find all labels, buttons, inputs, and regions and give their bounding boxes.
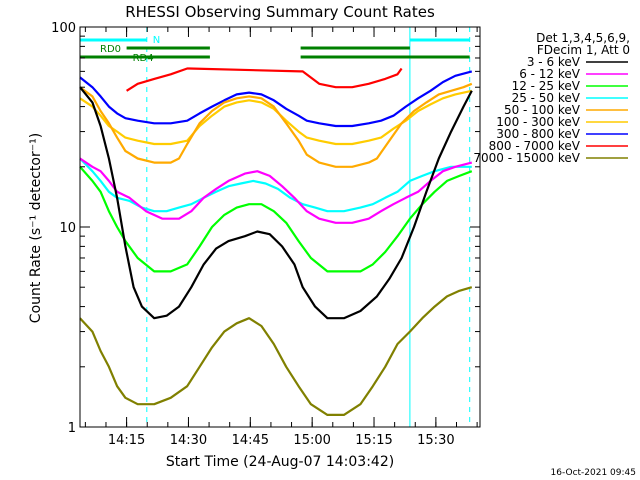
legend-header-line-1: Det 1,3,4,5,6,9, xyxy=(536,31,630,45)
series-line-25-50-kev xyxy=(79,157,472,213)
legend-header-line-2: FDecim 1, Att 0 xyxy=(537,43,630,57)
generation-timestamp: 16-Oct-2021 09:45 xyxy=(551,468,636,478)
y-axis: 1 10 100 xyxy=(51,21,480,436)
legend-label-6-12-kev: 6 - 12 keV xyxy=(519,67,581,81)
legend-label-12-25-kev: 12 - 25 keV xyxy=(512,79,581,93)
x-tick-label-14-45: 14:45 xyxy=(232,433,269,448)
rd4-marker-label: RD4 xyxy=(133,53,154,64)
plot-frame-rect xyxy=(79,26,481,428)
y-tick-label: 100 xyxy=(51,21,76,36)
legend-label-300-800-kev: 300 - 800 keV xyxy=(496,127,580,141)
legend-label-3-6-kev: 3 - 6 keV xyxy=(527,55,581,69)
series-line-100-300-kev xyxy=(79,89,473,146)
y-axis-label: Count Rate (s⁻¹ detector⁻¹) xyxy=(28,133,44,323)
plot-frame xyxy=(79,26,481,428)
series-line-50-100-kev xyxy=(79,82,473,168)
x-tick-label-14-30: 14:30 xyxy=(170,433,207,448)
series-line-7000-15000-kev xyxy=(79,286,473,416)
rd0-marker-label: RD0 xyxy=(100,44,121,55)
series-line-800-7000-kev xyxy=(126,67,403,92)
legend: Det 1,3,4,5,6,9, FDecim 1, Att 0 3 - 6 k… xyxy=(473,31,630,165)
legend-label-800-7000-kev: 800 - 7000 keV xyxy=(489,139,581,153)
y-tick-label: 10 xyxy=(59,221,76,236)
attenuator-marker-label: N xyxy=(153,35,160,46)
x-tick-label-15-30: 15:30 xyxy=(417,433,454,448)
y-tick-label: 1 xyxy=(68,421,76,436)
x-axis-label: Start Time (24-Aug-07 14:03:42) xyxy=(166,454,394,470)
series-line-6-12-kev xyxy=(79,157,473,224)
series-layer xyxy=(79,67,473,416)
legend-label-50-100-kev: 50 - 100 keV xyxy=(504,103,581,117)
series-line-3-6-kev xyxy=(79,86,473,320)
series-line-300-800-kev xyxy=(79,70,473,128)
x-tick-label-14-15: 14:15 xyxy=(108,433,145,448)
marker-layer: N RD0 RD4 xyxy=(79,27,471,427)
series-line-12-25-kev xyxy=(79,166,473,273)
chart-title: RHESSI Observing Summary Count Rates xyxy=(125,3,435,21)
legend-label-100-300-kev: 100 - 300 keV xyxy=(496,115,580,129)
x-tick-label-15-15: 15:15 xyxy=(355,433,392,448)
legend-label-25-50-kev: 25 - 50 keV xyxy=(512,91,581,105)
legend-label-7000-15000-kev: 7000 - 15000 keV xyxy=(473,151,580,165)
x-axis: 14:15 14:30 14:45 15:00 15:15 15:30 xyxy=(84,27,478,448)
x-tick-label-15-00: 15:00 xyxy=(293,433,330,448)
